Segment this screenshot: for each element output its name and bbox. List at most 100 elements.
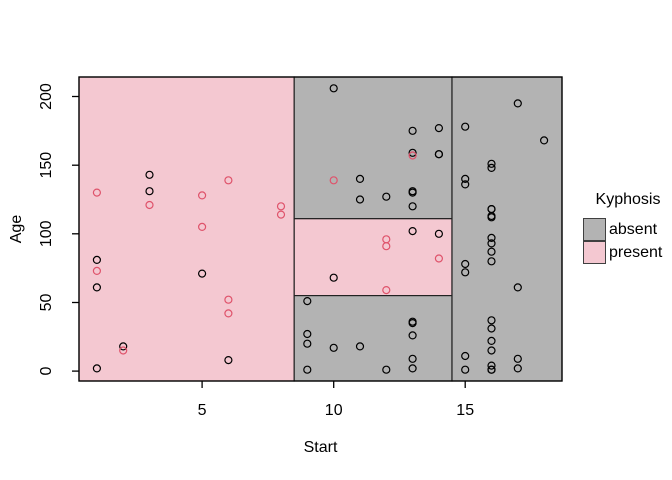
data-point-absent — [487, 365, 496, 374]
data-point-absent — [513, 364, 522, 373]
data-point-absent — [329, 84, 338, 93]
legend-label-absent: absent — [609, 220, 658, 238]
data-point-present — [92, 188, 102, 197]
data-point-absent — [92, 364, 102, 373]
data-point-present — [434, 254, 443, 263]
data-point-absent — [303, 329, 312, 339]
y-tick-label: 0 — [38, 367, 55, 376]
data-point-absent — [513, 354, 522, 363]
data-point-absent — [329, 343, 338, 352]
data-point-absent — [461, 180, 470, 189]
plot-border — [78, 76, 563, 382]
y-tick-label: 50 — [38, 294, 55, 312]
data-point-absent — [382, 192, 391, 201]
data-point-absent — [355, 174, 365, 183]
data-point-absent — [539, 136, 549, 145]
y-tick-label: 200 — [38, 83, 55, 110]
data-point-absent — [461, 351, 470, 361]
data-point-present — [92, 266, 102, 275]
data-point-absent — [487, 346, 496, 355]
data-point-absent — [92, 283, 102, 292]
data-point-absent — [408, 317, 417, 326]
data-point-absent — [145, 170, 154, 179]
data-point-absent — [487, 336, 496, 345]
data-point-absent — [487, 159, 496, 168]
data-point-present — [382, 286, 391, 295]
partition-region-absent — [293, 76, 453, 220]
data-point-absent — [408, 364, 417, 373]
data-point-absent — [487, 361, 496, 370]
y-tick-label: 100 — [38, 220, 55, 247]
x-tick-label: 5 — [198, 402, 207, 419]
data-point-absent — [382, 365, 391, 374]
data-point-absent — [513, 283, 522, 292]
data-point-absent — [487, 239, 496, 248]
data-point-absent — [408, 331, 417, 340]
data-point-present — [276, 210, 286, 219]
data-point-absent — [408, 148, 417, 157]
y-tick-label: 150 — [38, 152, 55, 179]
legend: Kyphosis absent present — [583, 191, 672, 264]
data-point-absent — [461, 122, 470, 131]
data-point-absent — [408, 126, 417, 135]
legend-swatch-present — [583, 241, 606, 264]
data-point-present — [382, 242, 391, 251]
data-point-present — [408, 151, 417, 160]
data-point-absent — [487, 163, 496, 172]
data-point-present — [224, 176, 233, 185]
data-point-present — [119, 346, 128, 355]
data-point-present — [224, 295, 233, 304]
data-point-present — [329, 176, 338, 185]
partition-region-present — [78, 76, 295, 382]
legend-title: Kyphosis — [595, 191, 661, 208]
data-point-absent — [303, 365, 312, 374]
data-point-absent — [224, 356, 233, 365]
data-point-present — [198, 222, 207, 231]
data-point-absent — [487, 213, 496, 222]
data-point-absent — [461, 268, 470, 277]
y-axis-title: Age — [8, 214, 25, 244]
data-point-present — [276, 202, 286, 211]
x-tick-label: 15 — [456, 402, 474, 419]
legend-item-absent: absent — [583, 218, 672, 241]
data-point-absent — [303, 297, 312, 306]
data-point-absent — [355, 195, 365, 204]
data-point-absent — [92, 255, 102, 264]
data-point-absent — [329, 273, 338, 282]
x-tick-label: 10 — [325, 402, 343, 419]
partition-region-absent — [451, 76, 563, 382]
data-point-absent — [461, 365, 470, 374]
data-point-absent — [198, 269, 207, 278]
data-point-absent — [487, 233, 496, 242]
data-point-absent — [487, 247, 496, 256]
data-point-absent — [487, 316, 496, 325]
data-point-present — [145, 200, 154, 210]
data-point-absent — [355, 342, 365, 351]
data-point-absent — [513, 99, 522, 108]
data-point-absent — [408, 187, 417, 196]
data-point-absent — [303, 339, 312, 348]
legend-swatch-absent — [583, 218, 606, 241]
x-axis-title: Start — [303, 439, 338, 456]
data-point-absent — [408, 227, 417, 236]
data-point-present — [198, 191, 207, 200]
data-point-absent — [487, 205, 496, 214]
data-point-absent — [408, 354, 417, 363]
data-point-absent — [487, 257, 496, 266]
data-point-absent — [461, 174, 470, 183]
legend-item-present: present — [583, 241, 672, 264]
data-point-absent — [487, 324, 496, 333]
data-point-absent — [145, 187, 154, 196]
data-point-absent — [434, 229, 443, 238]
partition-region-absent — [293, 295, 453, 382]
data-point-absent — [434, 124, 443, 133]
legend-label-present: present — [609, 243, 663, 261]
partition-region-present — [293, 218, 453, 297]
data-point-absent — [461, 259, 470, 269]
data-point-absent — [434, 150, 443, 159]
data-point-absent — [408, 202, 417, 211]
data-point-present — [224, 309, 233, 318]
data-point-absent — [119, 342, 128, 351]
